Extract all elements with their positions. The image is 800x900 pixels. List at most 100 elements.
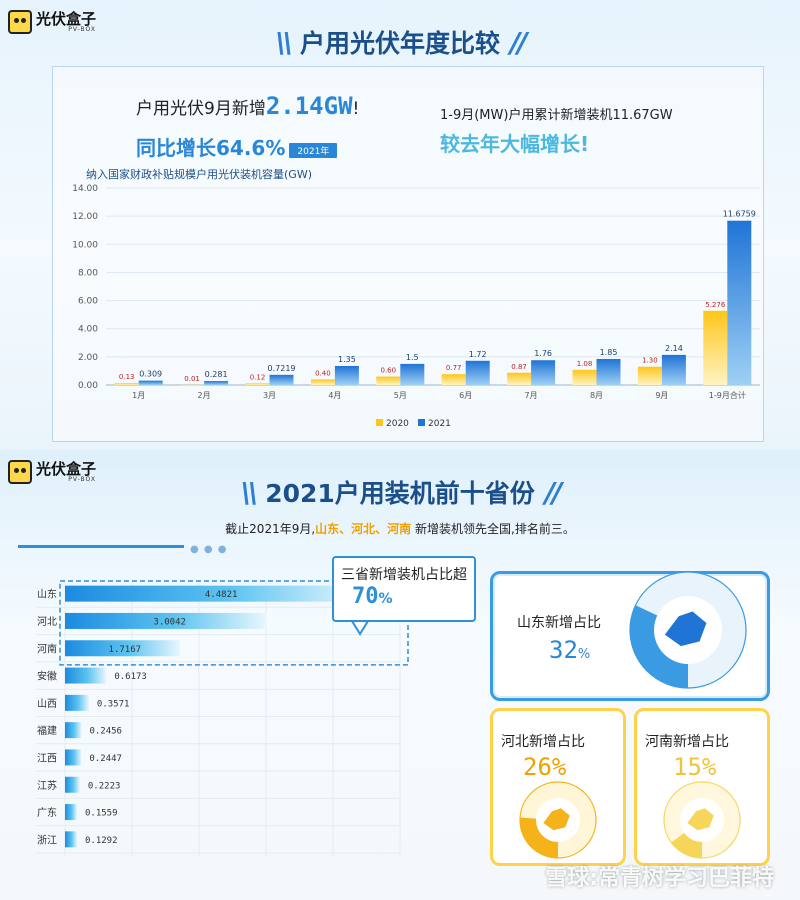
data-label-2020: 1.30 [642, 357, 658, 365]
brand-name: 光伏盒子 [36, 9, 97, 28]
card-shandong: 山东新增占比 32% [490, 571, 770, 701]
section-title-2: \\ 2021户用装机前十省份 // [0, 474, 800, 510]
bar-2021 [400, 363, 425, 385]
growth-tag: 2021年 [289, 143, 338, 158]
data-label-2021: 1.35 [338, 355, 356, 364]
province-bar [65, 640, 181, 657]
brand-name-en: PV-BOX [68, 475, 97, 483]
slash-decoration-right: // [544, 476, 563, 509]
data-label-2020: 0.87 [511, 363, 527, 371]
bar-2020 [441, 374, 466, 385]
bar-2020 [507, 372, 532, 385]
y-tick-label: 6.00 [78, 297, 98, 307]
data-label-2020: 0.12 [250, 373, 266, 381]
cumulative-text: 1-9月(MW)户用累计新增装机11.67GW [440, 108, 673, 123]
callout-title: 三省新增装机占比超 [341, 567, 467, 583]
headline-suffix: ! [352, 99, 360, 119]
bar-2021 [661, 354, 686, 385]
y-tick-label: 4.00 [78, 325, 98, 335]
henan-pct: 15% [673, 753, 717, 781]
hebei-label: 河北新增占比 [501, 734, 585, 750]
headline-prefix: 户用光伏9月新增 [136, 99, 266, 119]
data-label-2021: 11.6759 [723, 210, 756, 219]
intro-highlight: 山东、河北、河南 [315, 522, 412, 536]
province-label: 福建 [37, 724, 57, 737]
bar-value-label: 1.7167 [109, 645, 142, 655]
watermark: 雪球:常青树学习巴菲特 [545, 866, 774, 891]
data-label-2021: 0.7219 [268, 364, 296, 373]
growth-line: 同比增长64.6% 2021年 [136, 132, 338, 161]
data-label-2020: 0.60 [381, 367, 397, 375]
province-label: 河北 [37, 616, 57, 628]
bar-value-label: 0.2456 [89, 727, 122, 737]
bar-2021 [596, 358, 621, 385]
x-tick-label: 1月 [132, 391, 145, 400]
x-tick-label: 9月 [655, 391, 668, 400]
bar-2021 [138, 380, 163, 385]
province-label: 广东 [37, 806, 57, 819]
intro-prefix: 截止2021年9月, [225, 522, 316, 536]
card-hebei: 河北新增占比 26% [490, 708, 626, 866]
bar-2020 [245, 383, 270, 385]
bar-value-label: 0.6173 [114, 672, 147, 682]
x-tick-label: 2月 [198, 391, 211, 400]
province-label: 安徽 [37, 670, 57, 683]
data-label-2020: 1.08 [577, 360, 593, 368]
y-tick-label: 8.00 [78, 268, 98, 278]
big-increase-text: 较去年大幅增长! [440, 132, 590, 156]
logo-icon [8, 10, 32, 34]
bar-value-label: 3.0042 [153, 617, 186, 627]
bar-2021 [269, 374, 294, 385]
legend-swatch-2021 [418, 419, 425, 426]
bar-2020 [637, 366, 662, 385]
brand-name: 光伏盒子 [36, 459, 97, 478]
bar-2021 [531, 360, 556, 385]
section-title-text: 户用光伏年度比较 [299, 29, 500, 58]
data-label-2020: 0.77 [446, 364, 462, 372]
headline-value: 2.14GW [265, 92, 353, 120]
panel-annual-comparison: 光伏盒子 PV-BOX \\ 户用光伏年度比较 // 户用光伏9月新增2.14GW!… [0, 0, 800, 450]
province-bar [65, 612, 267, 629]
x-tick-label: 4月 [328, 391, 341, 400]
accent-line [18, 545, 184, 548]
intro-text: 截止2021年9月,山东、河北、河南 新增装机领先全国,排名前三。 [0, 520, 800, 537]
bar-value-label: 0.1559 [85, 809, 118, 819]
section-title: \\ 户用光伏年度比较 // [0, 24, 800, 60]
province-label: 江苏 [37, 779, 57, 792]
shandong-pct-unit: % [577, 647, 591, 662]
x-tick-label: 6月 [459, 391, 472, 400]
x-tick-label: 8月 [590, 391, 603, 400]
data-label-2021: 0.281 [205, 370, 228, 379]
bar-2020 [703, 310, 728, 385]
bar-value-label: 0.2223 [88, 781, 121, 791]
bar-2021 [204, 381, 229, 385]
y-tick-label: 0.00 [78, 381, 98, 391]
data-label-2021: 0.309 [139, 370, 162, 379]
province-label: 河南 [37, 642, 57, 655]
province-label: 山西 [37, 698, 57, 710]
intro-suffix: 新增装机领先全国,排名前三。 [411, 522, 575, 536]
legend-label-2020: 2020 [386, 419, 409, 429]
card-henan: 河南新增占比 15% [634, 708, 770, 866]
y-tick-label: 10.00 [72, 240, 98, 250]
y-tick-label: 12.00 [72, 212, 98, 222]
bar-2020 [310, 379, 335, 385]
x-tick-label: 7月 [525, 391, 538, 400]
province-bar [65, 831, 77, 848]
bar-value-label: 4.4821 [205, 590, 238, 600]
bar-value-label: 0.2447 [89, 754, 122, 764]
province-label: 浙江 [37, 834, 57, 846]
slash-decoration-left: \\ [275, 26, 294, 59]
slash-decoration-left: \\ [240, 476, 259, 509]
callout-unit: % [378, 591, 393, 607]
province-label: 江西 [37, 752, 57, 764]
brand-name-en: PV-BOX [68, 25, 97, 33]
x-tick-label: 3月 [263, 391, 276, 400]
province-bar [65, 749, 82, 766]
x-tick-label: 1-9月合计 [709, 390, 746, 400]
province-bar [65, 694, 89, 711]
callout-top3: 三省新增装机占比超 70% [332, 556, 476, 622]
shandong-label: 山东新增占比 [517, 615, 601, 631]
data-label-2021: 1.72 [469, 350, 487, 359]
